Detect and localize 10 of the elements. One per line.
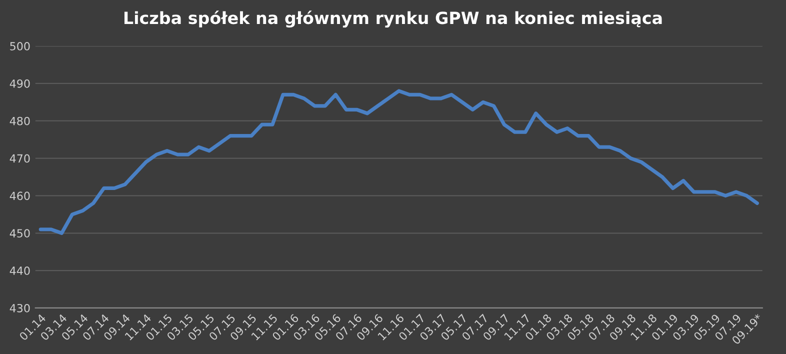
y-tick-label: 460 <box>10 192 30 200</box>
y-tick-label: 480 <box>10 116 30 126</box>
y-tick-label: 450 <box>10 229 30 238</box>
y-tick-label: 430 <box>10 304 30 312</box>
y-tick-label: 440 <box>10 266 30 275</box>
y-tick-label: 470 <box>10 154 30 163</box>
line-series <box>38 89 759 235</box>
y-tick-label: 500 <box>10 42 30 50</box>
y-tick-label: 490 <box>10 79 30 88</box>
chart-title: Liczba spółek na głównym rynku GPW na koniec miesiąca <box>124 10 662 28</box>
